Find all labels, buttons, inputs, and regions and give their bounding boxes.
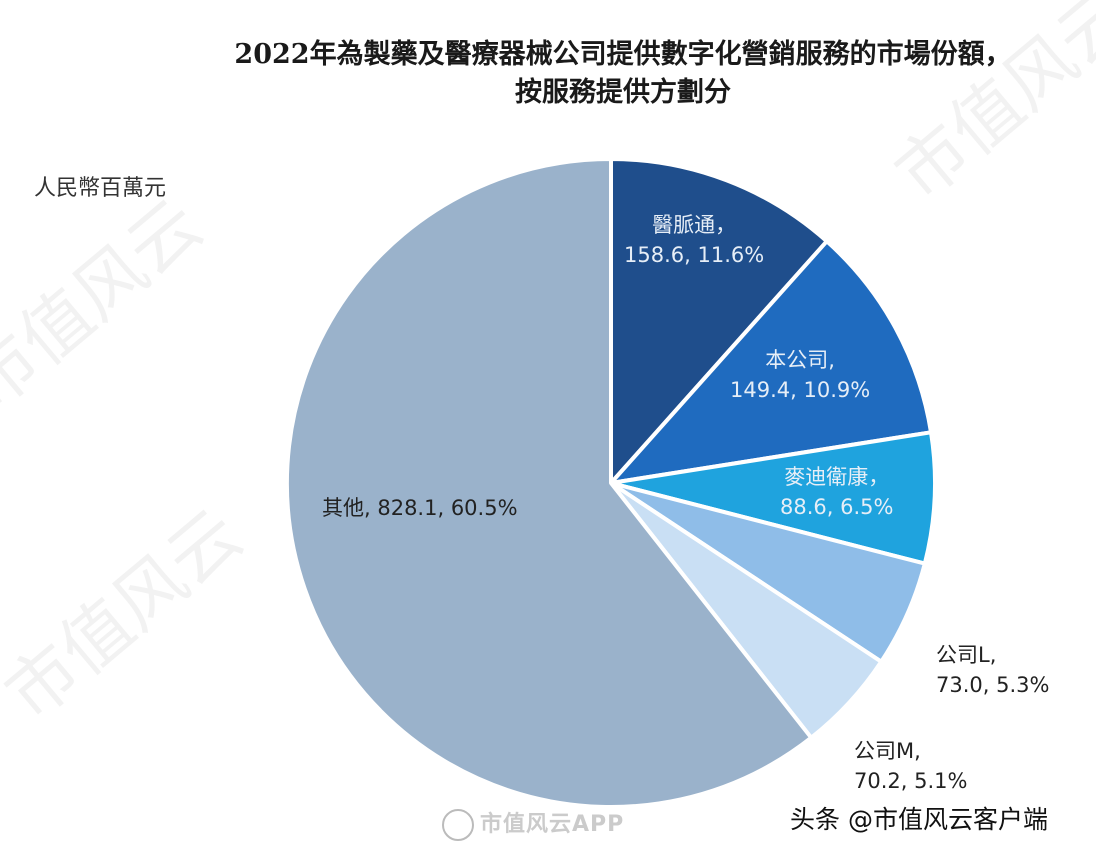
label-company-m: 公司M, 70.2, 5.1% (854, 736, 967, 796)
label-medi: 麥迪衛康， 88.6, 6.5% (780, 462, 893, 522)
slice-others (284, 157, 814, 809)
label-text: 其他, 828.1, 60.5% (322, 496, 518, 520)
label-company-l: 公司L, 73.0, 5.3% (936, 640, 1049, 700)
title-line-1: 2022年為製藥及醫療器械公司提供數字化營銷服務的市場份額， (234, 39, 1012, 70)
label-name: 公司M, (854, 739, 921, 763)
label-name: 麥迪衛康， (784, 465, 890, 489)
weibo-logo-icon (442, 809, 474, 841)
label-value: 149.4, 10.9% (730, 378, 871, 402)
slice-company (609, 239, 933, 485)
label-name: 公司L, (936, 643, 997, 667)
label-value: 70.2, 5.1% (854, 769, 968, 793)
label-yimaitong: 醫脈通， 158.6, 11.6% (624, 210, 764, 270)
slice-yimaitong (609, 157, 829, 485)
footer-watermark: 市值风云APP (442, 806, 624, 841)
label-company: 本公司, 149.4, 10.9% (730, 345, 870, 405)
slice-medi (609, 430, 937, 566)
label-name: 本公司, (765, 348, 835, 372)
footer-watermark-text: 市值风云APP (480, 812, 625, 837)
unit-label: 人民幣百萬元 (34, 176, 167, 201)
label-value: 158.6, 11.6% (624, 243, 765, 267)
label-value: 88.6, 6.5% (780, 495, 894, 519)
footer-credit: 头条 @市值风云客户端 (790, 805, 1048, 834)
chart-title: 2022年為製藥及醫療器械公司提供數字化營銷服務的市場份額， 按服務提供方劃分 (0, 36, 1096, 112)
label-value: 73.0, 5.3% (936, 673, 1050, 697)
label-others: 其他, 828.1, 60.5% (322, 493, 518, 523)
title-line-2: 按服務提供方劃分 (515, 77, 731, 108)
label-name: 醫脈通， (652, 213, 737, 237)
